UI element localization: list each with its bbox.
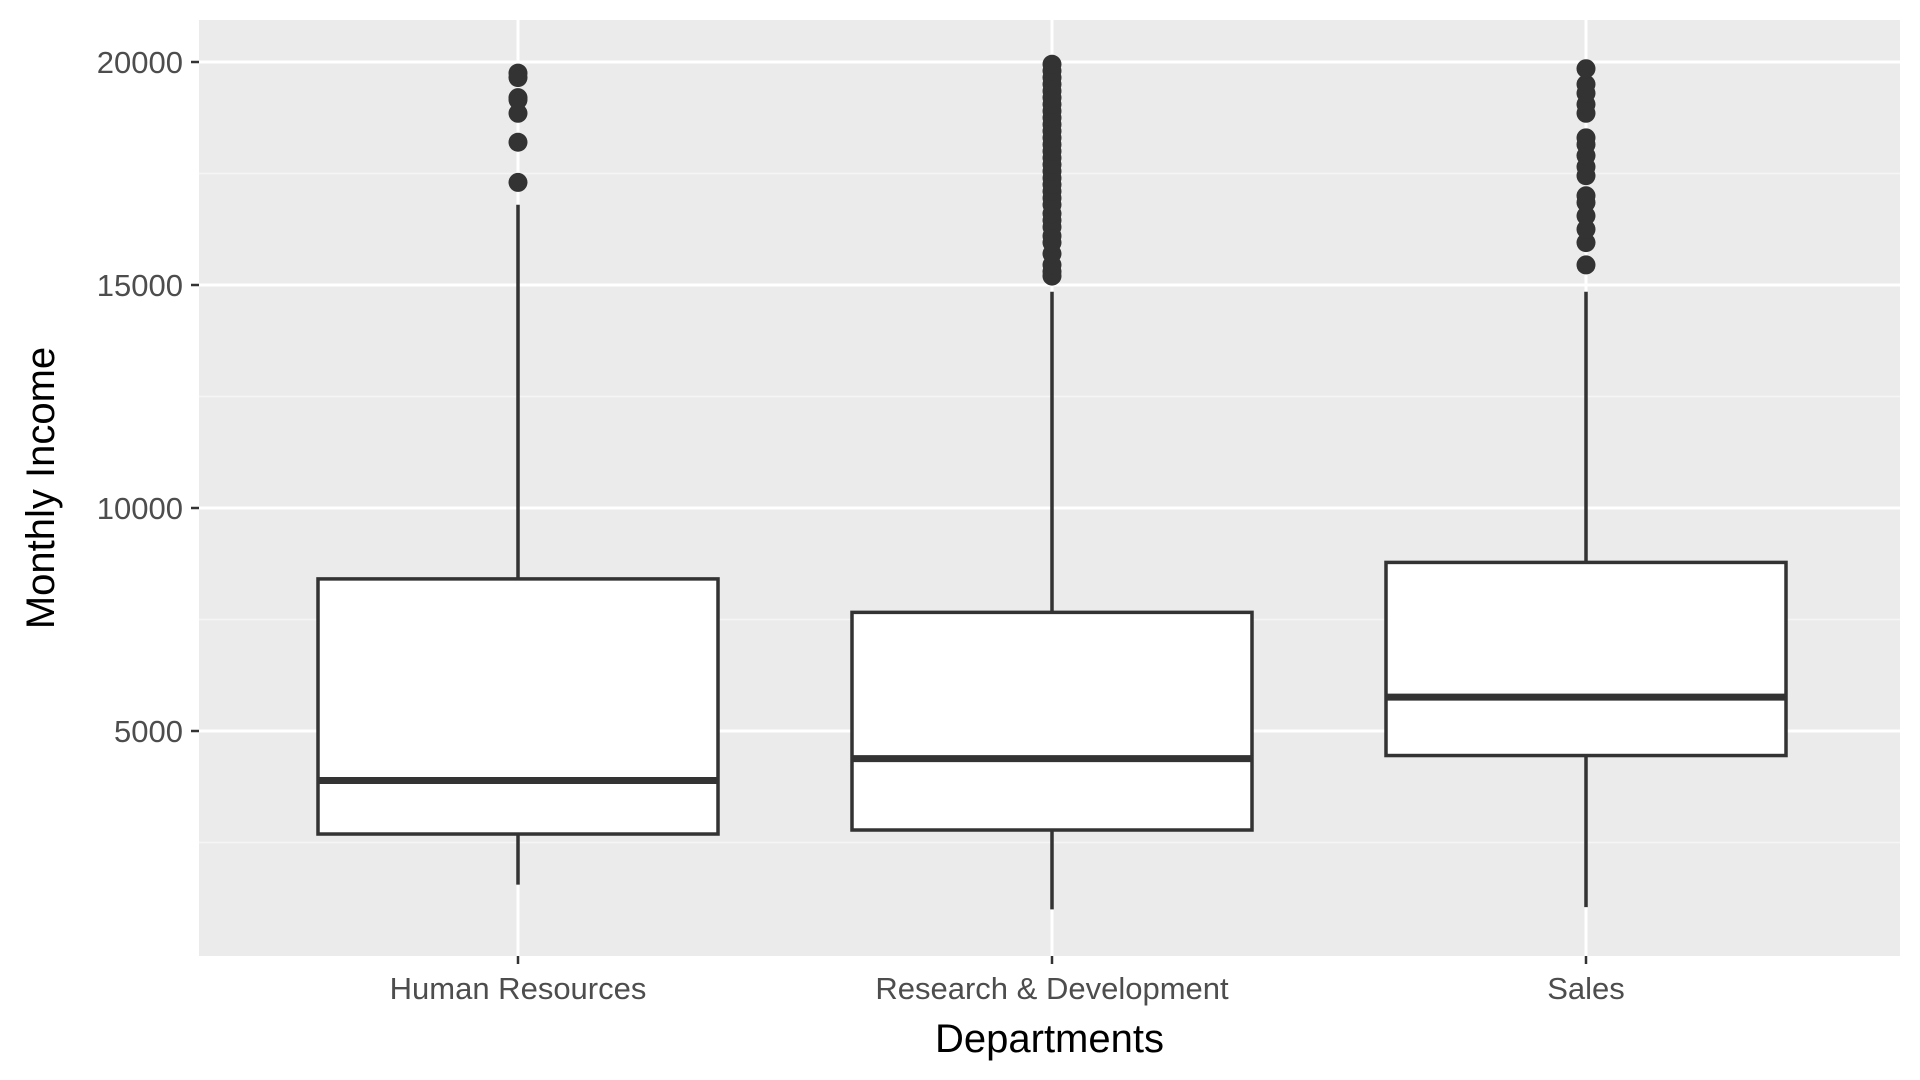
- y-axis: 5000 10000 15000 20000: [97, 45, 199, 749]
- outlier-point: [1576, 233, 1596, 253]
- x-axis-title: Departments: [935, 1017, 1164, 1061]
- boxes-layer: [316, 54, 1788, 910]
- outlier-point: [1576, 128, 1596, 148]
- outlier-point: [1576, 219, 1596, 239]
- outlier-point: [508, 103, 528, 123]
- box: [850, 610, 1254, 832]
- box: [316, 577, 720, 836]
- y-tick-label: 15000: [97, 268, 183, 303]
- outlier-point: [1576, 59, 1596, 79]
- y-tick-label: 5000: [114, 714, 183, 749]
- outlier-point: [1576, 206, 1596, 226]
- x-tick-label: Human Resources: [390, 971, 647, 1006]
- outlier-point: [508, 88, 528, 108]
- box-group: [316, 63, 720, 885]
- x-tick-label: Research & Development: [875, 971, 1229, 1006]
- box-group: [1384, 59, 1788, 908]
- y-tick-label: 20000: [97, 45, 183, 80]
- box: [1384, 560, 1788, 758]
- x-tick-label: Sales: [1547, 971, 1625, 1006]
- outlier-point: [1576, 74, 1596, 94]
- y-axis-title: Monthly Income: [19, 347, 63, 629]
- outlier-point: [508, 172, 528, 192]
- box-group: [850, 54, 1254, 910]
- outlier-point: [1576, 186, 1596, 206]
- outlier-point: [1042, 54, 1062, 74]
- outlier-point: [508, 132, 528, 152]
- outlier-point: [1576, 255, 1596, 275]
- x-axis: Human Resources Research & Development Sal…: [390, 956, 1625, 1006]
- outlier-point: [508, 63, 528, 83]
- y-tick-label: 10000: [97, 491, 183, 526]
